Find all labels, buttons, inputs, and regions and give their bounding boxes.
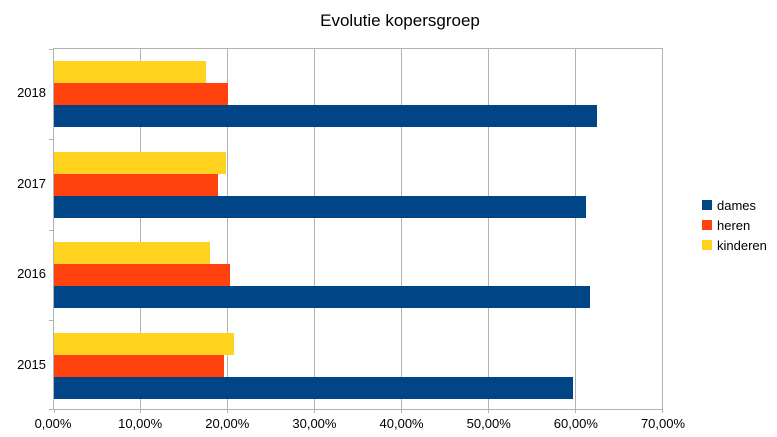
y-axis-label: 2016 (17, 266, 46, 282)
legend-item-dames: dames (702, 195, 767, 215)
vertical-gridline (227, 49, 229, 409)
x-tick-label: 70,00% (640, 416, 686, 431)
x-axis-tick (314, 409, 316, 413)
y-axis-tick (49, 229, 54, 231)
legend-swatch-heren (702, 220, 712, 230)
vertical-gridline (487, 49, 489, 409)
x-axis-tick (53, 409, 55, 413)
x-axis-tick (661, 409, 663, 413)
x-tick-label: 10,00% (118, 416, 163, 431)
bar-kinderen-2018 (54, 61, 206, 84)
chart-title: Evolutie kopersgroep (320, 11, 480, 30)
bar-kinderen-2015 (54, 332, 234, 355)
y-axis-tick (49, 139, 54, 140)
vertical-gridline (314, 49, 316, 409)
x-axis-tick (227, 409, 229, 413)
legend: dames heren kinderen (702, 195, 767, 255)
y-axis-label: 2015 (17, 356, 46, 372)
bar-dames-2018 (54, 105, 597, 128)
y-axis-tick (49, 409, 54, 410)
plot-area (49, 48, 663, 413)
vertical-gridline (574, 49, 576, 409)
x-axis-tick (140, 409, 142, 413)
bar-dames-2016 (54, 286, 590, 309)
x-axis-tick (400, 409, 402, 413)
bar-dames-2017 (54, 195, 587, 218)
y-axis-label: 2017 (17, 175, 46, 191)
legend-swatch-dames (702, 200, 712, 210)
bar-heren-2018 (54, 83, 228, 106)
x-axis-tick (487, 409, 489, 413)
x-tick-label: 60,00% (553, 416, 598, 431)
x-tick-label: 20,00% (205, 416, 250, 431)
bar-dames-2015 (54, 376, 573, 399)
vertical-gridline (140, 49, 142, 409)
legend-label: dames (717, 197, 757, 213)
x-tick-label: 30,00% (292, 416, 337, 431)
vertical-gridline (400, 49, 402, 409)
bar-kinderen-2016 (54, 242, 211, 265)
x-tick-label: 40,00% (379, 416, 424, 431)
x-axis-tick (574, 409, 576, 413)
y-axis-label: 2018 (17, 85, 46, 101)
legend-item-kinderen: kinderen (702, 235, 767, 255)
x-tick-label: 0,00% (34, 416, 72, 431)
y-axis-tick (49, 320, 54, 321)
legend-swatch-kinderen (702, 240, 712, 250)
bar-kinderen-2017 (54, 151, 226, 174)
bar-heren-2017 (54, 173, 219, 196)
x-tick-label: 50,00% (466, 416, 511, 431)
y-axis-tick (49, 49, 54, 50)
legend-item-heren: heren (702, 215, 767, 235)
legend-label: heren (717, 217, 751, 233)
bar-heren-2015 (54, 354, 225, 377)
bar-heren-2016 (54, 264, 231, 287)
legend-label: kinderen (717, 237, 767, 253)
